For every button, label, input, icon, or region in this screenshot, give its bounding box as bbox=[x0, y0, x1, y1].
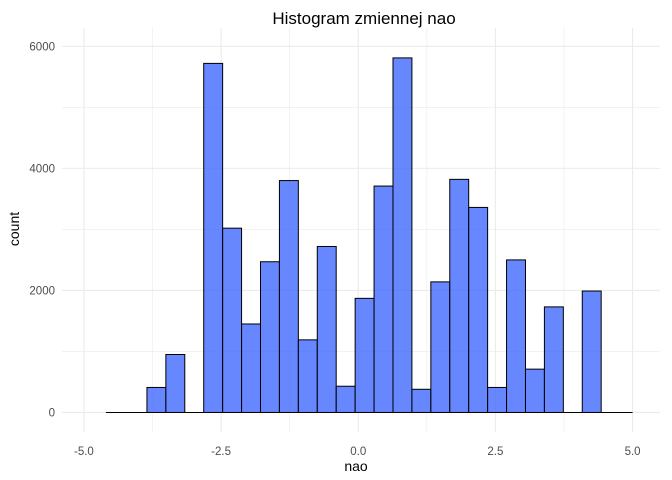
x-tick-label: -5.0 bbox=[74, 446, 94, 458]
y-tick-label: 6000 bbox=[29, 41, 55, 53]
y-tick-label: 0 bbox=[49, 407, 55, 419]
histogram-bar bbox=[468, 206, 489, 413]
y-tick-labels: 0 2000 4000 6000 bbox=[29, 41, 55, 419]
histogram-bar bbox=[259, 261, 280, 413]
histogram-bar bbox=[581, 290, 602, 413]
histogram-bar bbox=[543, 306, 564, 413]
x-tick-label: 2.5 bbox=[487, 446, 503, 458]
histogram-bar bbox=[524, 368, 545, 413]
x-tick-label: 5.0 bbox=[625, 446, 641, 458]
histogram-bar bbox=[430, 281, 451, 413]
histogram-bar bbox=[146, 386, 167, 413]
y-axis-label: count bbox=[6, 212, 22, 246]
histogram-bar bbox=[335, 385, 356, 413]
x-tick-labels: -5.0 -2.5 0.0 2.5 5.0 bbox=[74, 446, 641, 458]
histogram-bar bbox=[506, 259, 526, 413]
x-tick-label: -2.5 bbox=[211, 446, 231, 458]
y-tick-label: 2000 bbox=[29, 285, 55, 297]
histogram-bar bbox=[392, 57, 413, 413]
x-axis-label: nao bbox=[344, 458, 368, 474]
histogram-bar bbox=[222, 227, 243, 413]
histogram-bar bbox=[165, 353, 186, 413]
histogram-bar bbox=[487, 386, 508, 413]
histogram-bar bbox=[373, 185, 394, 413]
histogram-bar bbox=[316, 245, 337, 413]
histogram-bar bbox=[354, 297, 375, 413]
histogram-bar bbox=[297, 339, 318, 413]
chart-title: Histogram zmiennej nao bbox=[272, 9, 455, 28]
x-tick-label: 0.0 bbox=[350, 446, 366, 458]
histogram-bars bbox=[146, 57, 602, 413]
y-tick-label: 4000 bbox=[29, 163, 55, 175]
histogram-bar bbox=[278, 180, 299, 413]
histogram-bar bbox=[241, 323, 261, 413]
histogram-bar bbox=[203, 62, 224, 413]
histogram-bar bbox=[449, 178, 470, 413]
histogram-bar bbox=[411, 388, 432, 413]
